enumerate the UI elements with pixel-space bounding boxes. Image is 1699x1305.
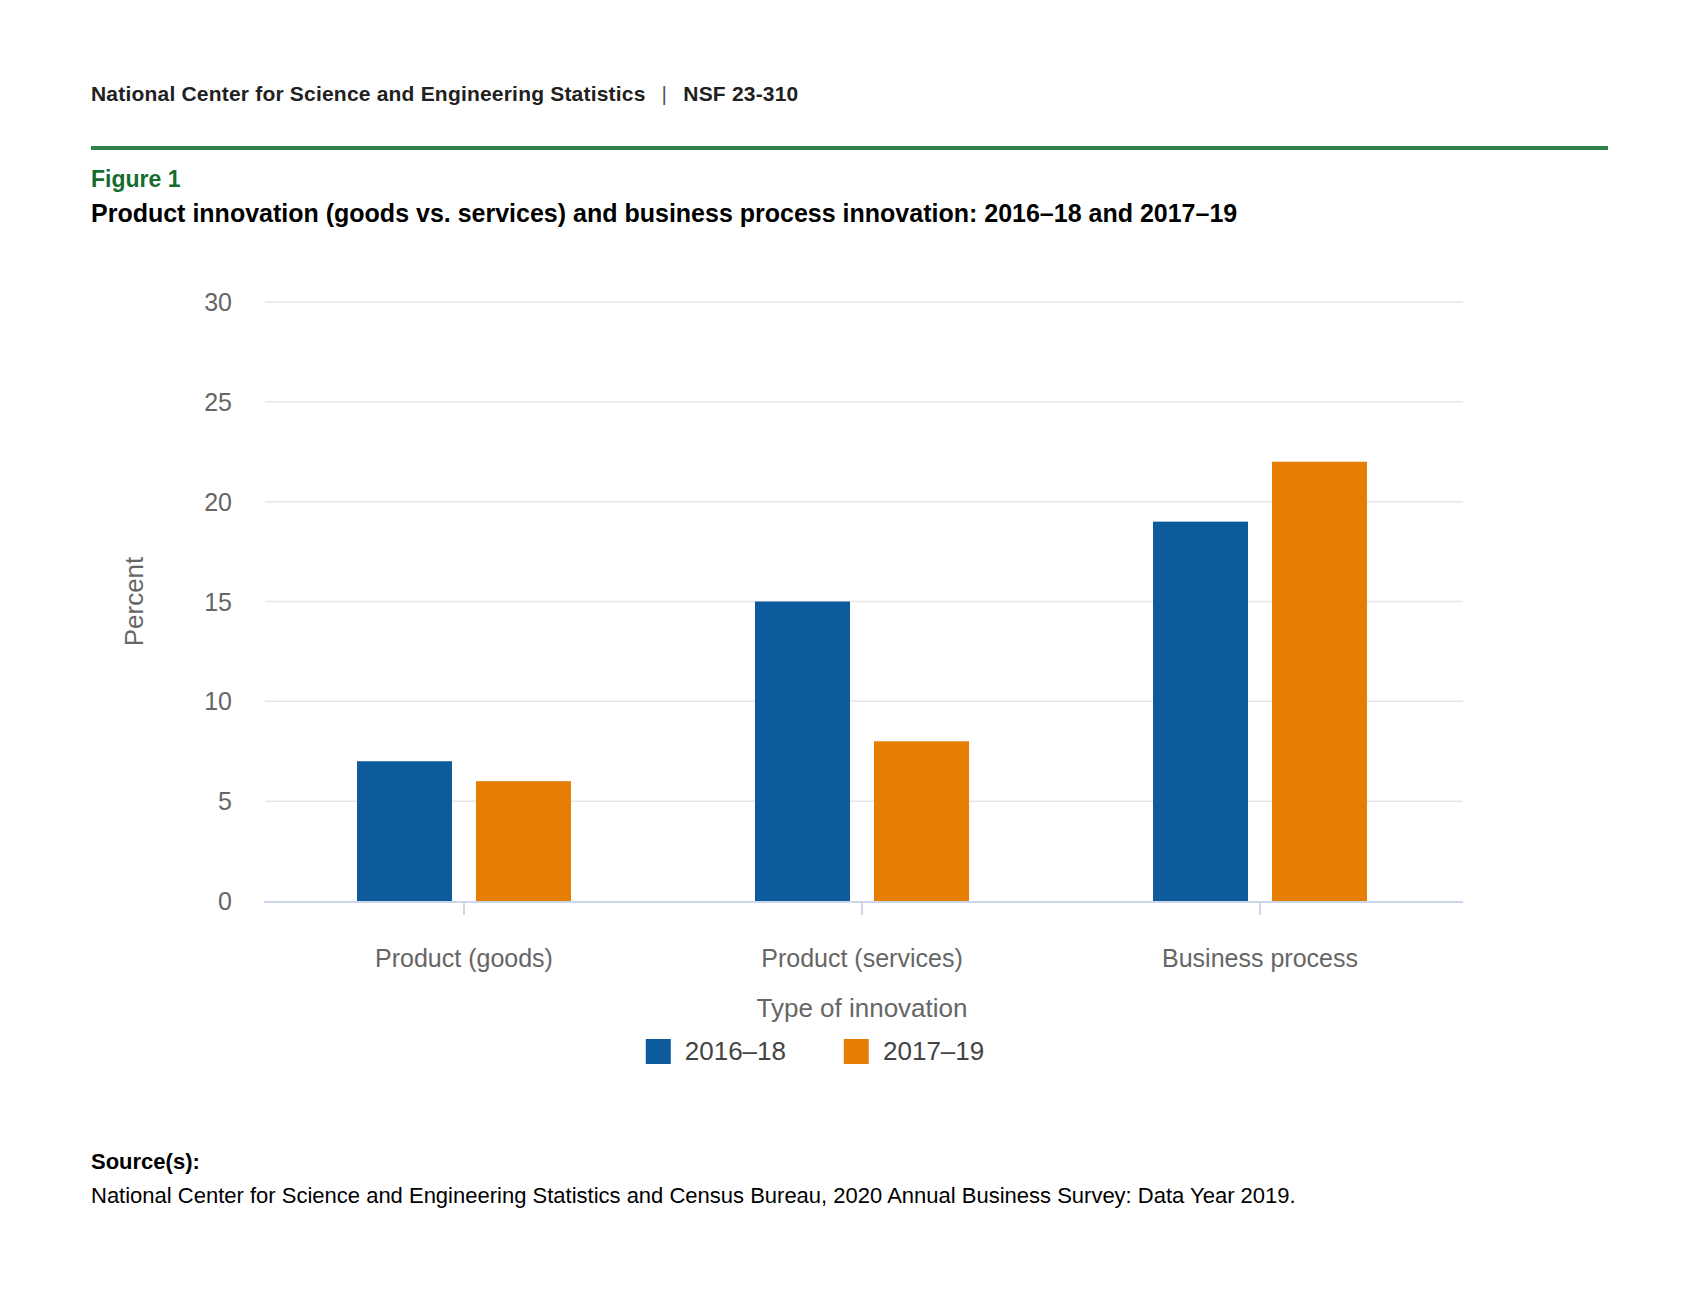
- y-axis-title: Percent: [119, 556, 149, 646]
- x-category-label-product-services: Product (services): [761, 944, 962, 972]
- y-tick-label-15: 15: [204, 588, 232, 616]
- bar-2016-18-product-goods[interactable]: [357, 761, 452, 901]
- bar-2016-18-product-services[interactable]: [755, 602, 850, 902]
- y-tick-label-30: 30: [204, 288, 232, 316]
- y-tick-label-0: 0: [218, 887, 232, 915]
- x-category-label-product-goods: Product (goods): [375, 944, 553, 972]
- legend-label-2016-18: 2016–18: [685, 1036, 786, 1067]
- y-tick-label-20: 20: [204, 488, 232, 516]
- x-category-label-business-process: Business process: [1162, 944, 1358, 972]
- page: National Center for Science and Engineer…: [0, 0, 1699, 1305]
- bar-2017-19-product-goods[interactable]: [476, 781, 571, 901]
- chart-legend: 2016–18 2017–19: [646, 1036, 984, 1067]
- bar-2017-19-product-services[interactable]: [874, 741, 969, 901]
- legend-label-2017-19: 2017–19: [883, 1036, 984, 1067]
- y-tick-label-10: 10: [204, 687, 232, 715]
- legend-swatch-2017-19: [844, 1039, 869, 1064]
- bar-chart: 0 5 10 15 20 25 30 Product (goods) Product (serv…: [0, 0, 1699, 1305]
- source-label: Source(s):: [91, 1145, 1591, 1179]
- legend-item-2016-18[interactable]: 2016–18: [646, 1036, 786, 1067]
- bar-2016-18-business-process[interactable]: [1153, 522, 1248, 901]
- y-tick-label-25: 25: [204, 388, 232, 416]
- source-text: National Center for Science and Engineer…: [91, 1179, 1591, 1213]
- bar-2017-19-business-process[interactable]: [1272, 462, 1367, 901]
- legend-swatch-2016-18: [646, 1039, 671, 1064]
- y-tick-label-5: 5: [218, 787, 232, 815]
- legend-item-2017-19[interactable]: 2017–19: [844, 1036, 984, 1067]
- source-block: Source(s): National Center for Science a…: [91, 1145, 1591, 1213]
- x-axis-title: Type of innovation: [756, 993, 967, 1023]
